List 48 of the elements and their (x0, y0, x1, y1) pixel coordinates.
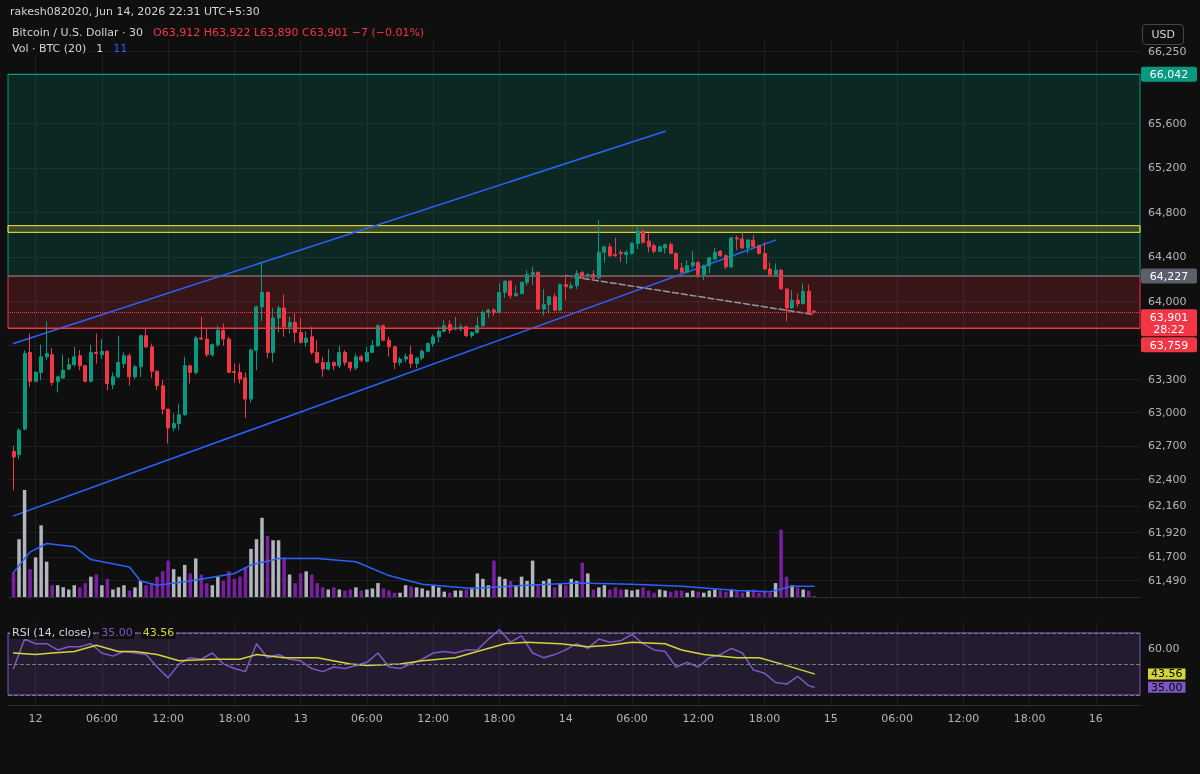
text: USD (1142, 24, 1184, 45)
x-tick-label: 06:00 (881, 712, 913, 725)
y-tick-label: 43.56 (1151, 667, 1183, 681)
x-tick-label: 12:00 (947, 712, 980, 725)
y-tick-label: 61,920 (1148, 526, 1187, 540)
chart-subtitle: O63,912 H63,922 L63,890 C63,901 −7 (−0.01%) (151, 26, 427, 39)
annotation: 11 (111, 42, 130, 55)
x-tick-label: 06:00 (616, 712, 648, 725)
y-tick-label: 64,800 (1148, 205, 1187, 219)
y-tick-label: 64,000 (1148, 294, 1187, 308)
y-tick-label: 61,490 (1148, 573, 1187, 587)
y-tick-label: 61,700 (1148, 550, 1187, 564)
annotation: 1 (94, 42, 106, 55)
x-tick-label: 06:00 (351, 712, 383, 725)
x-tick-label: 16 (1088, 712, 1103, 725)
ref-line-label: 63,901 28:22 (1149, 310, 1189, 336)
x-tick-label: 12 (28, 712, 43, 725)
y-tick-label: 62,700 (1148, 439, 1187, 453)
x-tick-label: 12:00 (682, 712, 715, 725)
chart-title: Vol · BTC (20) (10, 42, 89, 55)
annotation: 35.00 (99, 626, 135, 639)
x-tick-label: 13 (293, 712, 308, 725)
x-tick-label: 18:00 (218, 712, 251, 725)
ref-line-label: 64,227 (1149, 270, 1189, 284)
x-tick-label: 18:00 (1013, 712, 1046, 725)
ref-line-label: 66,042 (1149, 68, 1189, 82)
y-tick-label: 35.00 (1151, 680, 1183, 694)
annotation: 43.56 (140, 626, 177, 639)
y-tick-label: 63,000 (1148, 405, 1187, 419)
chart-title: RSI (14, close) (10, 626, 94, 639)
chart-title: Bitcoin / U.S. Dollar · 30 (10, 26, 146, 39)
x-tick-label: 18:00 (483, 712, 516, 725)
y-tick-label: 62,400 (1148, 472, 1187, 486)
y-tick-label: 65,600 (1148, 116, 1187, 130)
text: rakesh082020, Jun 14, 2026 22:31 UTC+5:30 (10, 5, 260, 18)
x-tick-label: 06:00 (86, 712, 118, 725)
y-tick-label: 65,200 (1148, 161, 1187, 175)
x-tick-label: 18:00 (748, 712, 781, 725)
ref-line-label: 63,759 (1149, 338, 1189, 352)
y-tick-label: 64,400 (1148, 250, 1187, 264)
y-tick-label: 62,160 (1148, 499, 1187, 513)
x-tick-label: 15 (823, 712, 838, 725)
x-tick-label: 12:00 (417, 712, 450, 725)
x-tick-label: 12:00 (152, 712, 184, 725)
y-tick-label: 60.00 (1148, 641, 1180, 655)
x-tick-label: 14 (558, 712, 573, 725)
y-tick-label: 66,250 (1148, 44, 1187, 58)
y-tick-label: 63,300 (1148, 372, 1187, 386)
